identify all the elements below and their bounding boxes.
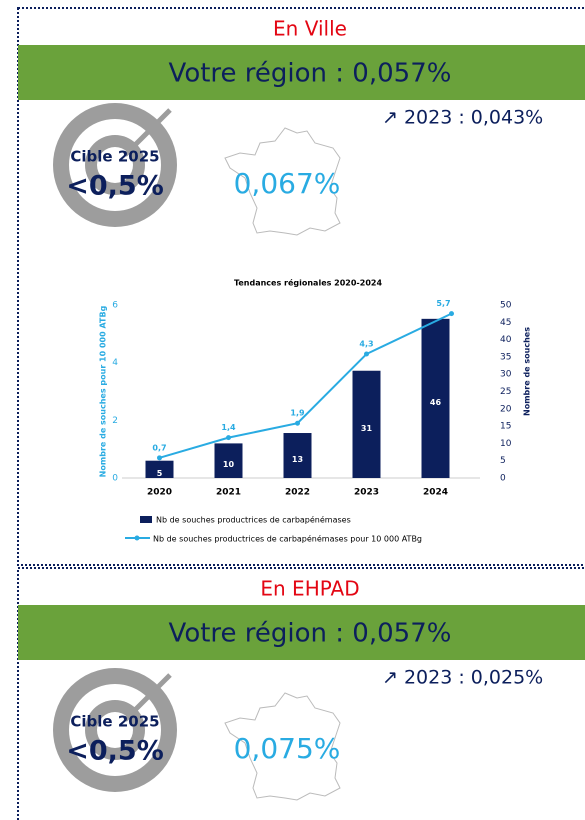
x-tick-label: 2021 <box>216 488 241 498</box>
bar-label: 10 <box>223 460 235 469</box>
x-tick-label: 2024 <box>423 488 448 498</box>
legend-swatch <box>134 535 140 541</box>
y2-tick-label: 30 <box>500 370 512 380</box>
national-value: 0,067% <box>234 167 341 200</box>
target-ring <box>97 147 133 183</box>
y2-tick-label: 20 <box>500 404 512 414</box>
y2-tick-label: 10 <box>500 439 512 449</box>
france-map <box>224 692 341 801</box>
line-marker <box>449 311 454 317</box>
legend-label: Nb de souches productrices de carbapéném… <box>153 534 422 544</box>
line-label: 0,7 <box>152 443 166 452</box>
target-arrow <box>123 673 172 722</box>
y-tick-label: 6 <box>112 301 118 311</box>
bar-label: 13 <box>292 455 303 464</box>
banner-text: Votre région : 0,057% <box>169 59 452 89</box>
y2-tick-label: 45 <box>500 318 511 328</box>
line-label: 4,3 <box>359 340 373 349</box>
bar <box>352 370 381 478</box>
y-tick-label: 0 <box>112 474 118 484</box>
line-marker <box>157 455 162 461</box>
bar-label: 5 <box>157 469 163 478</box>
y2-tick-label: 25 <box>500 387 511 397</box>
y-tick-label: 2 <box>112 416 118 426</box>
line-label: 1,4 <box>221 423 236 432</box>
line-label: 5,7 <box>436 299 450 308</box>
trend: ↗ 2023 : 0,025% <box>382 667 543 689</box>
target-value: <0,5% <box>66 736 164 767</box>
chart-title: Tendances régionales 2020-2024 <box>234 278 382 288</box>
banner-text: Votre région : 0,057% <box>169 619 452 649</box>
y2-tick-label: 40 <box>500 335 512 345</box>
target-label: Cible 2025 <box>70 713 159 731</box>
x-tick-label: 2023 <box>354 488 379 498</box>
line-marker <box>364 351 369 357</box>
banner <box>18 45 585 100</box>
banner <box>18 605 585 660</box>
bar <box>145 460 174 478</box>
bar <box>214 443 243 478</box>
x-tick-label: 2020 <box>147 488 172 498</box>
bar-label: 46 <box>430 398 442 407</box>
y2-tick-label: 5 <box>500 456 506 466</box>
france-map <box>224 127 341 236</box>
target-ring <box>97 712 133 748</box>
y2-tick-label: 35 <box>500 352 511 362</box>
y2-tick-label: 50 <box>500 301 512 311</box>
y2-tick-label: 0 <box>500 474 506 484</box>
target-label: Cible 2025 <box>70 148 159 166</box>
section-label: En EHPAD <box>260 577 359 601</box>
national-value: 0,075% <box>234 732 341 765</box>
trend: ↗ 2023 : 0,043% <box>382 107 543 129</box>
line-label: 1,9 <box>290 409 305 418</box>
y2-tick-label: 15 <box>500 422 511 432</box>
target-arrow <box>123 108 172 157</box>
bar <box>283 433 312 478</box>
bar <box>421 318 450 478</box>
y-tick-label: 4 <box>112 358 118 368</box>
x-tick-label: 2022 <box>285 488 310 498</box>
y2-axis-label: Nombre de souches <box>523 327 532 416</box>
legend-label: Nb de souches productrices de carbapéném… <box>156 515 351 525</box>
section-border <box>17 7 585 566</box>
target-value: <0,5% <box>66 171 164 202</box>
section-border <box>17 567 585 820</box>
legend-swatch <box>140 516 152 523</box>
y-axis-label: Nombre de souches pour 10 000 ATBg <box>99 305 108 477</box>
line-marker <box>226 435 231 441</box>
line-marker <box>295 420 300 426</box>
section-label: En Ville <box>273 17 347 41</box>
bar-label: 31 <box>361 424 373 433</box>
